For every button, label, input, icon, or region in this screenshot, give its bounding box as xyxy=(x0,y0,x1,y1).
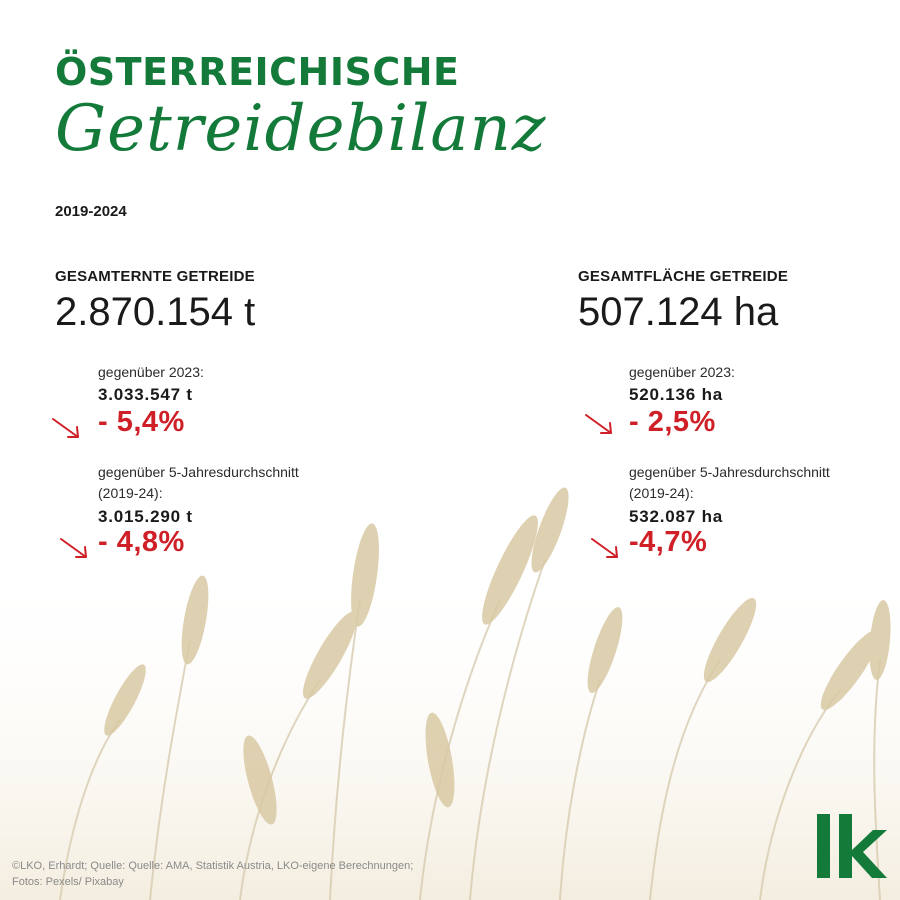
page-title: ÖSTERREICHISCHE xyxy=(55,50,460,94)
arrow-down-right-icon xyxy=(591,538,618,558)
harvest-cmp2-value: 3.015.290 t xyxy=(98,507,193,526)
arrow-down-right-icon xyxy=(52,418,79,438)
arrow-down-right-icon xyxy=(60,538,87,558)
harvest-cmp1-label: gegenüber 2023: xyxy=(98,364,204,380)
area-cmp1-label: gegenüber 2023: xyxy=(629,364,735,380)
harvest-cmp1-value: 3.033.547 t xyxy=(98,385,193,404)
harvest-cmp2-label: gegenüber 5-Jahresdurchschnitt xyxy=(98,464,299,480)
area-total: 507.124 ha xyxy=(578,290,779,334)
arrow-down-right-icon xyxy=(585,414,612,434)
area-cmp2-change: -4,7% xyxy=(629,526,708,558)
page-subtitle-script: Getreidebilanz xyxy=(55,92,547,166)
year-range: 2019-2024 xyxy=(55,203,127,220)
harvest-cmp1-change: - 5,4% xyxy=(98,406,185,438)
area-cmp2-value: 532.087 ha xyxy=(629,507,724,526)
harvest-heading: GESAMTERNTE GETREIDE xyxy=(55,268,255,285)
area-cmp1-value: 520.136 ha xyxy=(629,385,724,404)
lk-logo xyxy=(817,814,887,878)
area-cmp2-label: gegenüber 5-Jahresdurchschnitt xyxy=(629,464,830,480)
source-credit-line: ©LKO, Erhardt; Quelle: Quelle: AMA, Stat… xyxy=(12,860,414,872)
area-heading: GESAMTFLÄCHE GETREIDE xyxy=(578,268,789,285)
area-cmp2-label-period: (2019-24): xyxy=(629,485,694,501)
area-cmp1-change: - 2,5% xyxy=(629,406,716,438)
harvest-cmp2-label-period: (2019-24): xyxy=(98,485,163,501)
harvest-cmp2-change: - 4,8% xyxy=(98,526,185,558)
photo-credit-line: Fotos: Pexels/ Pixabay xyxy=(12,876,124,888)
source-credit: ©LKO, Erhardt; Quelle: Quelle: AMA, Stat… xyxy=(12,858,413,890)
harvest-total: 2.870.154 t xyxy=(55,290,256,334)
